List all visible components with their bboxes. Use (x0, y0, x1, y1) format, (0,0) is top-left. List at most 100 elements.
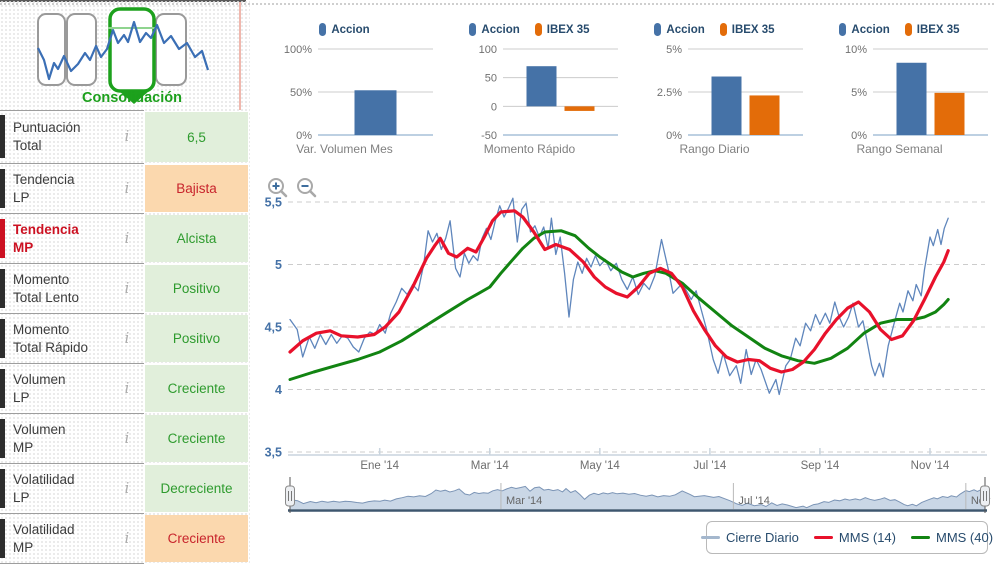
indicator-row-tendencia-mp: Tendencia MP i Alcista (0, 214, 250, 264)
ytick-label: 0 (491, 101, 497, 113)
indicator-label: Volumen MP (13, 422, 66, 455)
indicator-row-volatilidad-lp: Volatilidad LP i Decreciente (0, 464, 250, 514)
indicator-row-momento-total-lento: Momento Total Lento i Positivo (0, 264, 250, 314)
navigator-handle-right[interactable] (980, 477, 990, 513)
info-icon[interactable]: i (124, 431, 130, 447)
bar-ibex-35 (934, 92, 965, 135)
legend-label: Accion (851, 23, 890, 36)
legend-item-mms-14[interactable]: MMS (14) (813, 530, 896, 545)
left-panel: Consolidación Puntuación Total i 6,5 Tendenc… (0, 0, 250, 564)
indicator-label: Volatilidad LP (13, 472, 75, 505)
ibex-35-swatch-icon (534, 23, 542, 36)
indicator-row-volatilidad-mp: Volatilidad MP i Creciente (0, 514, 250, 564)
legend-item-accion[interactable]: Accion (469, 23, 520, 36)
bar-ibex-35 (749, 95, 780, 135)
trend-state-4 (155, 13, 187, 86)
indicator-label: Momento Total Lento (13, 272, 80, 305)
trend-sparkline (37, 20, 210, 81)
mini-chart-title: Rango Diario (679, 142, 750, 156)
x-axis-label: May '14 (580, 460, 621, 472)
row-accent-bar (0, 519, 5, 558)
x-axis-label: Nov '14 (911, 460, 950, 472)
indicator-value: 6,5 (145, 112, 248, 162)
mini-chart-title: Rango Semanal (856, 142, 943, 156)
legend-item-cierre-diario[interactable]: Cierre Diario (700, 530, 799, 545)
y-axis-label: 4,5 (265, 321, 282, 335)
legend-item-ibex-35[interactable]: IBEX 35 (904, 23, 960, 36)
bar-accion (526, 66, 557, 107)
trend-state-icons (37, 7, 210, 104)
summary-widget: Consolidación (0, 2, 250, 110)
indicator-label: Tendencia MP (13, 222, 79, 255)
mms-40-line-swatch-icon (910, 536, 930, 539)
legend-item-mms-40[interactable]: MMS (40) (910, 530, 994, 545)
bar-accion (896, 62, 927, 135)
ytick-label: 5% (851, 87, 867, 99)
mini-chart-title: Momento Rápido (483, 142, 576, 156)
legend-item-accion[interactable]: Accion (319, 23, 370, 36)
info-icon[interactable]: i (124, 231, 130, 247)
legend-label: IBEX 35 (916, 23, 960, 36)
row-accent-bar (0, 219, 5, 258)
info-icon[interactable]: i (124, 381, 130, 397)
ytick-label: 0% (296, 130, 312, 142)
legend-item-accion[interactable]: Accion (839, 23, 890, 36)
accion-swatch-icon (469, 23, 477, 36)
mini-chart-var-volumen-mes: Accion 100% 50% 0% Var. Volumen Mes (252, 6, 437, 158)
row-accent-bar (0, 169, 5, 208)
info-icon[interactable]: i (124, 181, 130, 197)
x-axis-label: Sep '14 (801, 460, 840, 472)
indicator-label: Volumen LP (13, 372, 66, 405)
indicator-value: Positivo (145, 265, 248, 312)
info-icon[interactable]: i (124, 331, 130, 347)
navigator-area[interactable] (290, 486, 985, 509)
info-icon[interactable]: i (124, 281, 130, 297)
ytick-label: 0% (851, 130, 867, 142)
legend-label: MMS (40) (935, 530, 994, 545)
row-accent-bar (0, 269, 5, 308)
ytick-label: -50 (481, 130, 497, 142)
info-icon[interactable]: i (124, 531, 130, 547)
mini-chart-legend: Accion IBEX 35 (622, 6, 807, 36)
legend-label: Accion (331, 23, 370, 36)
zoom-in-icon[interactable] (268, 178, 288, 198)
mini-chart-plot: 100% 50% 0% (284, 44, 433, 142)
bar-ibex-35 (564, 106, 595, 111)
info-icon[interactable]: i (124, 481, 130, 497)
navigator-handle-left[interactable] (285, 477, 295, 513)
indicator-label: Tendencia LP (13, 172, 75, 205)
indicator-value: Positivo (145, 315, 248, 362)
selected-state-pointer-icon (119, 91, 149, 104)
indicator-label: Momento Total Rápido (13, 322, 89, 355)
mms-14-line-swatch-icon (813, 536, 833, 539)
indicator-label: Puntuación Total (13, 120, 81, 153)
info-icon[interactable]: i (124, 129, 130, 145)
legend-label: Accion (481, 23, 520, 36)
mini-chart-rango-semanal: Accion IBEX 35 10% 5% 0% Rango Semanal (807, 6, 992, 158)
legend-label: IBEX 35 (546, 23, 590, 36)
legend-item-ibex-35[interactable]: IBEX 35 (534, 23, 590, 36)
zoom-out-icon[interactable] (297, 178, 317, 198)
mini-chart-plot: 5% 2.5% 0% (657, 44, 803, 142)
ytick-label: 50 (485, 73, 497, 85)
legend-item-ibex-35[interactable]: IBEX 35 (719, 23, 775, 36)
ytick-label: 2.5% (657, 87, 682, 99)
row-accent-bar (0, 319, 5, 358)
indicator-value: Creciente (145, 365, 248, 412)
indicator-row-momento-total-rapido: Momento Total Rápido i Positivo (0, 314, 250, 364)
accion-swatch-icon (319, 23, 327, 36)
navigator-tick-label: Jul '14 (738, 495, 769, 507)
legend-label: Accion (666, 23, 705, 36)
accion-swatch-icon (839, 23, 847, 36)
indicator-value: Creciente (145, 515, 248, 562)
row-accent-bar (0, 369, 5, 408)
row-accent-bar (0, 419, 5, 458)
legend-label: MMS (14) (838, 530, 896, 545)
navigator-tick-label: Mar '14 (506, 495, 542, 507)
indicator-label: Volatilidad MP (13, 522, 75, 555)
legend-item-accion[interactable]: Accion (654, 23, 705, 36)
mini-chart-plot: 10% 5% 0% (845, 44, 988, 142)
indicator-value: Decreciente (145, 465, 248, 512)
x-axis-label: Mar '14 (471, 460, 510, 472)
mini-chart-legend: Accion (252, 6, 437, 36)
